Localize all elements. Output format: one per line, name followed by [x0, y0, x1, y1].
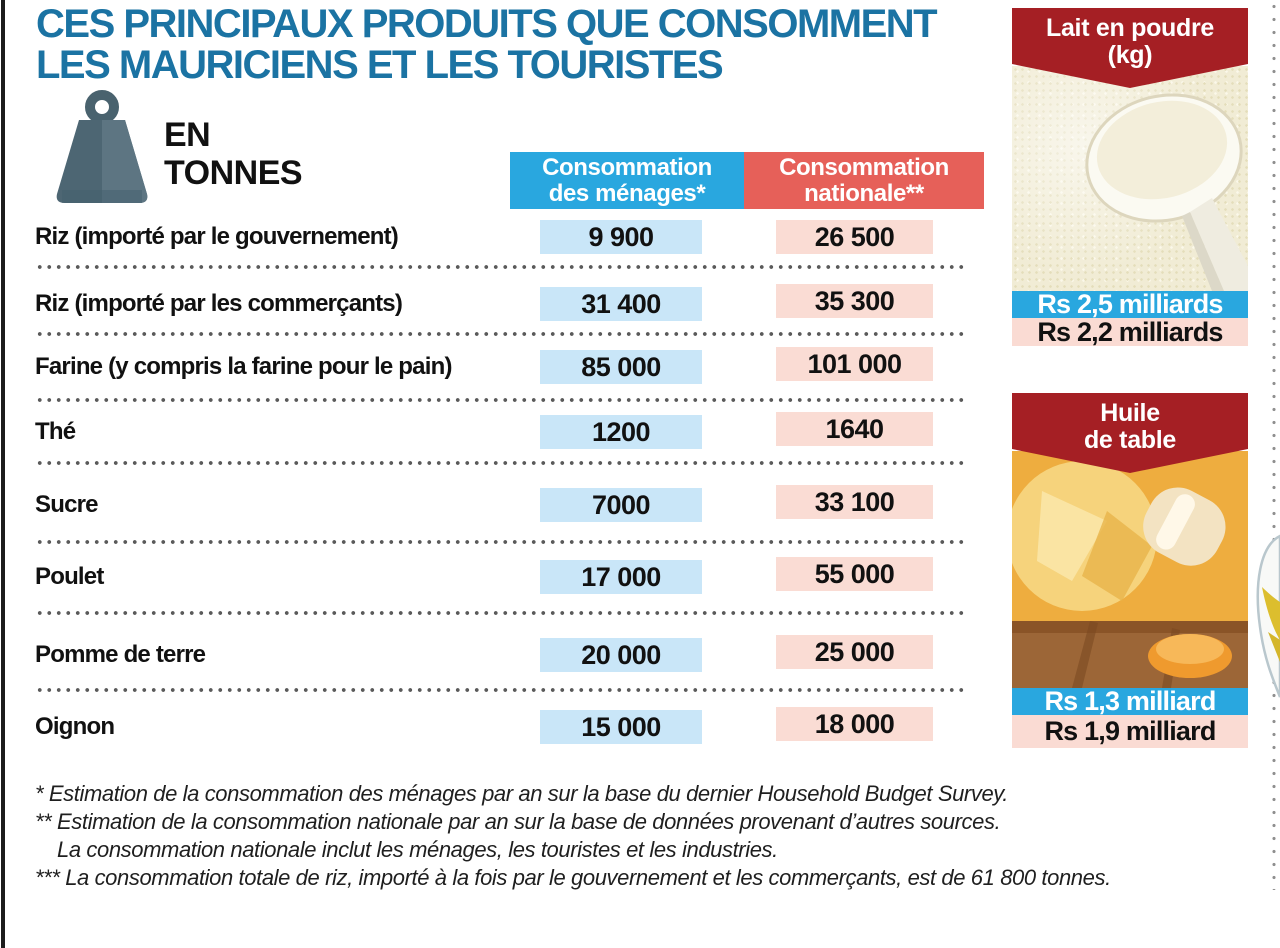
row-separator — [35, 460, 965, 466]
cell-menages: 85 000 — [540, 350, 702, 384]
column-header-menages: Consommation des ménages* — [510, 152, 744, 209]
footnote-3: *** La consommation totale de riz, impor… — [35, 865, 1111, 890]
huile-value-nationale: Rs 1,9 milliard — [1012, 715, 1248, 748]
row-separator — [35, 331, 965, 337]
footnote-2: ** Estimation de la consommation nationa… — [35, 809, 1001, 834]
oil-bottle-icon — [1012, 451, 1248, 688]
cell-menages: 1200 — [540, 415, 702, 449]
panel-huile-title-line2: de table — [1083, 426, 1177, 454]
unit-label-line1: EN — [164, 116, 211, 154]
unit-label-line2: TONNES — [164, 154, 303, 192]
cell-nationale: 25 000 — [776, 635, 933, 669]
vertical-dotted-separator — [1272, 0, 1276, 890]
cell-nationale: 35 300 — [776, 284, 933, 318]
row-separator — [35, 687, 965, 693]
row-label: Riz (importé par les commerçants) — [35, 290, 403, 317]
cell-nationale: 33 100 — [776, 485, 933, 519]
footnote-2b: La consommation nationale inclut les mén… — [57, 837, 778, 862]
row-label: Thé — [35, 418, 76, 445]
milk-scoop-icon — [1085, 93, 1248, 291]
cell-menages: 31 400 — [540, 287, 702, 321]
column-header-nationale: Consommation nationale** — [744, 152, 984, 209]
row-label: Oignon — [35, 713, 115, 740]
cell-nationale: 18 000 — [776, 707, 933, 741]
panel-huile-de-table: Huile de table Rs 1,3 milliard Rs 1, — [1012, 393, 1248, 748]
panel-lait-en-poudre: Lait en poudre (kg) Rs 2,5 milliards Rs … — [1012, 8, 1248, 347]
left-border-rule — [1, 0, 5, 948]
panel-huile-title-line1: Huile — [1100, 399, 1160, 427]
page-title-line2: LES MAURICIENS ET LES TOURISTES — [36, 43, 724, 87]
page-title: CES PRINCIPAUX PRODUITS QUE CONSOMMENT L… — [36, 2, 938, 87]
milk-powder-photo — [1012, 66, 1248, 291]
row-separator — [35, 397, 965, 403]
cell-nationale: 26 500 — [776, 220, 933, 254]
row-label: Poulet — [35, 563, 104, 590]
cell-nationale: 101 000 — [776, 347, 933, 381]
lait-value-nationale: Rs 2,2 milliards — [1012, 317, 1248, 347]
lait-value-menages: Rs 2,5 milliards — [1012, 289, 1248, 319]
page-title-line1: CES PRINCIPAUX PRODUITS QUE CONSOMMENT — [36, 2, 938, 46]
panel-lait-title-line2: (kg) — [1107, 41, 1153, 69]
cell-nationale: 55 000 — [776, 557, 933, 591]
cell-nationale: 1640 — [776, 412, 933, 446]
weight-icon — [56, 90, 148, 203]
row-label: Sucre — [35, 491, 99, 518]
cell-menages: 7000 — [540, 488, 702, 522]
oil-bottle-photo — [1012, 451, 1248, 688]
cell-menages: 15 000 — [540, 710, 702, 744]
row-label: Riz (importé par le gouvernement) — [35, 223, 399, 250]
cell-menages: 9 900 — [540, 220, 702, 254]
row-separator — [35, 539, 965, 545]
panel-lait-title-line1: Lait en poudre — [1045, 14, 1215, 42]
huile-value-menages: Rs 1,3 milliard — [1012, 686, 1248, 716]
cell-menages: 17 000 — [540, 560, 702, 594]
cell-menages: 20 000 — [540, 638, 702, 672]
row-separator — [35, 264, 965, 270]
unit-label: EN TONNES — [164, 116, 303, 192]
row-label: Farine (y compris la farine pour le pain… — [35, 353, 452, 380]
glass-edge-icon — [1256, 534, 1280, 698]
row-separator — [35, 610, 965, 616]
footnote-1: * Estimation de la consommation des ména… — [35, 781, 1008, 806]
row-label: Pomme de terre — [35, 641, 206, 668]
